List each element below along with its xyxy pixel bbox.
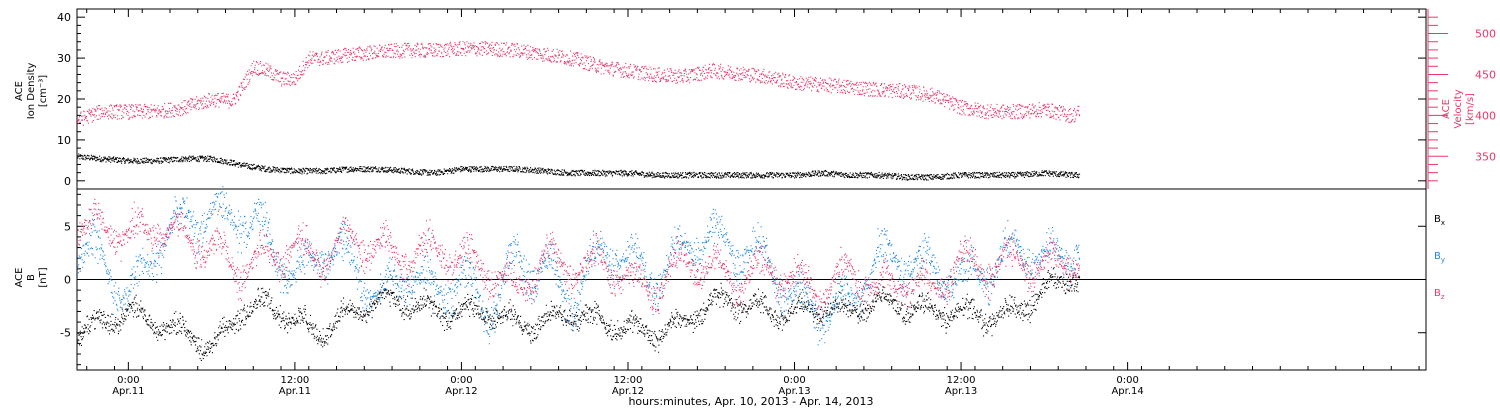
legend-item-subscript: x xyxy=(1441,219,1445,227)
top-right-tick-label: 500 xyxy=(1475,28,1496,41)
bottom-left-tick-label: 5 xyxy=(64,220,71,233)
top-left-axis-title-line: ACE xyxy=(14,81,25,101)
top-left-tick-label: 0 xyxy=(64,175,71,188)
legend-item-subscript: y xyxy=(1441,256,1445,264)
top-right-axis-title-line: Velocity xyxy=(1453,89,1464,128)
x-tick-label-date: Apr.12 xyxy=(612,386,644,397)
x-tick-label-time: 0:00 xyxy=(1116,375,1138,386)
top-left-axis-title-line: Ion Density xyxy=(26,63,37,120)
x-tick-label-time: 0:00 xyxy=(117,375,139,386)
x-tick-label-date: Apr.13 xyxy=(778,386,810,397)
legend-item-Bx: Bx xyxy=(1434,214,1445,227)
bottom-left-axis-title: ACEB[nT] xyxy=(14,267,49,287)
series-density xyxy=(77,153,1081,181)
top-right-tick-label: 350 xyxy=(1475,150,1496,163)
top-left-tick-label: 10 xyxy=(57,134,71,147)
legend-item-Bz: Bz xyxy=(1434,288,1445,301)
x-tick-label-date: Apr.14 xyxy=(1111,386,1143,397)
top-right-axis-title: ACEVelocity[km/s] xyxy=(1441,89,1476,128)
x-tick-label-time: 0:00 xyxy=(450,375,472,386)
top-left-tick-label: 30 xyxy=(57,52,71,65)
bottom-left-axis-title-line: [nT] xyxy=(38,267,49,287)
top-right-axis-title-line: [km/s] xyxy=(1465,93,1476,125)
x-axis-title: hours:minutes, Apr. 10, 2013 - Apr. 14, … xyxy=(628,395,873,408)
top-right-axis-title-line: ACE xyxy=(1441,99,1452,119)
x-tick-label-time: 12:00 xyxy=(614,375,643,386)
x-tick-label-time: 0:00 xyxy=(783,375,805,386)
x-axis: 0:00Apr.1112:00Apr.110:00Apr.1212:00Apr.… xyxy=(86,9,1420,397)
top-right-tick-label: 450 xyxy=(1475,68,1496,81)
top-left-axis-title: ACEIon Density[cm⁻³] xyxy=(14,63,49,120)
legend-item-By: By xyxy=(1434,251,1445,264)
bottom-left-tick-label: 0 xyxy=(64,274,71,287)
top-left-axis-title-line: [cm⁻³] xyxy=(38,75,49,107)
x-tick-label-time: 12:00 xyxy=(947,375,976,386)
legend-item-subscript: z xyxy=(1441,293,1445,301)
x-tick-label-date: Apr.12 xyxy=(445,386,477,397)
x-tick-label-date: Apr.11 xyxy=(279,386,311,397)
bottom-left-axis-title-line: B xyxy=(26,274,37,281)
top-left-tick-label: 40 xyxy=(57,11,71,24)
bottom-left-tick-label: -5 xyxy=(60,327,71,340)
x-tick-label-date: Apr.11 xyxy=(112,386,144,397)
top-left-tick-label: 20 xyxy=(57,93,71,106)
bottom-left-axis-title-line: ACE xyxy=(14,268,25,288)
top-right-tick-label: 400 xyxy=(1475,109,1496,122)
x-tick-label-date: Apr.13 xyxy=(945,386,977,397)
x-tick-label-time: 12:00 xyxy=(280,375,309,386)
